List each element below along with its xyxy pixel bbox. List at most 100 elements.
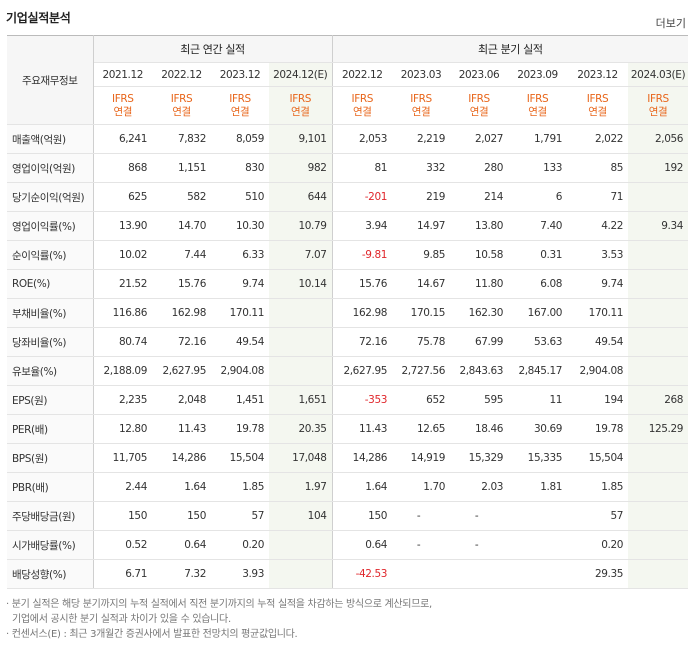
table-cell: 162.30 bbox=[450, 298, 509, 328]
table-row: 순이익률(%) 10.02 7.44 6.33 7.07 -9.81 9.85 10.58 0.… bbox=[7, 240, 689, 270]
table-cell: 71 bbox=[567, 182, 629, 212]
table-cell: 582 bbox=[152, 182, 211, 212]
table-cell: 162.98 bbox=[332, 298, 393, 328]
table-cell: 6 bbox=[508, 182, 568, 212]
table-row: 영업이익률(%) 13.90 14.70 10.30 10.79 3.94 14.97 13.… bbox=[7, 211, 689, 241]
consolidated-text: 연결 bbox=[290, 105, 310, 118]
table-cell: 3.93 bbox=[211, 559, 269, 589]
table-cell: 19.78 bbox=[211, 414, 269, 444]
table-cell: 1.85 bbox=[567, 472, 629, 502]
period-header: 2024.03(E) bbox=[628, 62, 689, 87]
table-cell: 1,151 bbox=[152, 153, 211, 183]
table-row: 주당배당금(원) 150 150 57 104 150- -57 bbox=[7, 501, 689, 531]
table-cell bbox=[628, 327, 689, 357]
table-cell: 280 bbox=[450, 153, 509, 183]
table-cell bbox=[628, 472, 689, 502]
period-header: 2023.06 bbox=[450, 62, 509, 87]
table-cell: 12.65 bbox=[392, 414, 451, 444]
table-cell: 10.14 bbox=[269, 269, 333, 299]
table-row: 당기순이익(억원) 625 582 510 644 -201 219 214 6 71 bbox=[7, 182, 689, 212]
row-label: 유보율(%) bbox=[7, 356, 94, 386]
table-cell: 53.63 bbox=[508, 327, 568, 357]
ifrs-label: IFRS 연결 bbox=[269, 86, 333, 125]
table-cell: 14,286 bbox=[332, 443, 393, 473]
table-cell: 7,832 bbox=[152, 124, 211, 154]
table-cell: 2,053 bbox=[332, 124, 393, 154]
section-title: 기업실적분석 bbox=[6, 11, 71, 25]
table-cell bbox=[508, 559, 568, 589]
table-cell: 830 bbox=[211, 153, 269, 183]
table-row: BPS(원) 11,705 14,286 15,504 17,048 14,286 14,9… bbox=[7, 443, 689, 473]
row-label: 주당배당금(원) bbox=[7, 501, 94, 531]
note-line: · 분기 실적은 해당 분기까지의 누적 실적에서 직전 분기까지의 누적 실적… bbox=[6, 599, 432, 610]
table-cell: 150 bbox=[152, 501, 211, 531]
table-cell: 18.46 bbox=[450, 414, 509, 444]
table-cell: 170.11 bbox=[567, 298, 629, 328]
table-row: EPS(원) 2,235 2,048 1,451 1,651 -353 652 595 11 19… bbox=[7, 385, 689, 415]
table-cell: 982 bbox=[269, 153, 333, 183]
table-cell: 2,235 bbox=[93, 385, 152, 415]
ifrs-label: IFRS 연결 bbox=[152, 86, 211, 125]
table-cell: 0.31 bbox=[508, 240, 568, 270]
ifrs-text: IFRS bbox=[468, 92, 490, 105]
table-cell bbox=[628, 356, 689, 386]
table-cell bbox=[628, 298, 689, 328]
table-cell: 72.16 bbox=[152, 327, 211, 357]
table-cell: 2,048 bbox=[152, 385, 211, 415]
table-cell: 9,101 bbox=[269, 124, 333, 154]
row-label: PBR(배) bbox=[7, 472, 94, 502]
row-label: 당좌비율(%) bbox=[7, 327, 94, 357]
row-label: EPS(원) bbox=[7, 385, 94, 415]
table-cell: 150 bbox=[93, 501, 152, 531]
row-label: 부채비율(%) bbox=[7, 298, 94, 328]
table-cell: 9.74 bbox=[567, 269, 629, 299]
table-cell bbox=[628, 501, 689, 531]
consolidated-text: 연결 bbox=[588, 105, 607, 118]
table-cell: 57 bbox=[567, 501, 629, 531]
table-cell: 57 bbox=[211, 501, 269, 531]
table-cell: 170.11 bbox=[211, 298, 269, 328]
table-cell: 2,056 bbox=[628, 124, 689, 154]
table-cell bbox=[628, 530, 689, 560]
table-cell: 2,627.95 bbox=[152, 356, 211, 386]
table-row: 유보율(%) 2,188.09 2,627.95 2,904.08 2,627.95 2,… bbox=[7, 356, 689, 386]
table-cell: -9.81 bbox=[332, 240, 393, 270]
table-cell bbox=[628, 269, 689, 299]
table-cell: 7.32 bbox=[152, 559, 211, 589]
table-cell: 14.70 bbox=[152, 211, 211, 241]
table-cell bbox=[628, 240, 689, 270]
table-cell: 29.35 bbox=[567, 559, 629, 589]
table-cell: 0.20 bbox=[211, 530, 269, 560]
period-header: 2021.12 bbox=[93, 62, 152, 87]
more-link[interactable]: 더보기 bbox=[655, 17, 686, 30]
table-cell: 85 bbox=[567, 153, 629, 183]
table-cell: 7.07 bbox=[269, 240, 333, 270]
row-label: 영업이익률(%) bbox=[7, 211, 94, 241]
table-row: 배당성향(%) 6.71 7.32 3.93 -42.53 29.35 bbox=[7, 559, 689, 589]
note-line: 기업에서 공시한 분기 실적과 차이가 있을 수 있습니다. bbox=[12, 614, 231, 625]
table-cell: 11 bbox=[508, 385, 568, 415]
table-cell: 80.74 bbox=[93, 327, 152, 357]
ifrs-label: IFRS 연결 bbox=[567, 86, 629, 125]
row-label: 시가배당률(%) bbox=[7, 530, 94, 560]
table-cell: 2,219 bbox=[392, 124, 451, 154]
table-cell: 9.85 bbox=[392, 240, 451, 270]
table-cell bbox=[450, 559, 509, 589]
table-cell: 10.30 bbox=[211, 211, 269, 241]
table-cell: 6.33 bbox=[211, 240, 269, 270]
ifrs-text: IFRS bbox=[526, 92, 549, 105]
consolidated-text: 연결 bbox=[230, 105, 250, 118]
table-cell: 170.15 bbox=[392, 298, 451, 328]
table-cell: 15,504 bbox=[567, 443, 629, 473]
ifrs-text: IFRS bbox=[289, 92, 312, 105]
table-cell: 9.74 bbox=[211, 269, 269, 299]
consolidated-text: 연결 bbox=[353, 105, 372, 118]
table-cell: 15.76 bbox=[152, 269, 211, 299]
table-cell: 1,451 bbox=[211, 385, 269, 415]
ifrs-label: IFRS 연결 bbox=[93, 86, 152, 125]
table-cell: 194 bbox=[567, 385, 629, 415]
table-cell: 10.02 bbox=[93, 240, 152, 270]
table-cell: 9.34 bbox=[628, 211, 689, 241]
label-header: 주요재무정보 bbox=[7, 35, 94, 125]
table-cell: 13.80 bbox=[450, 211, 509, 241]
